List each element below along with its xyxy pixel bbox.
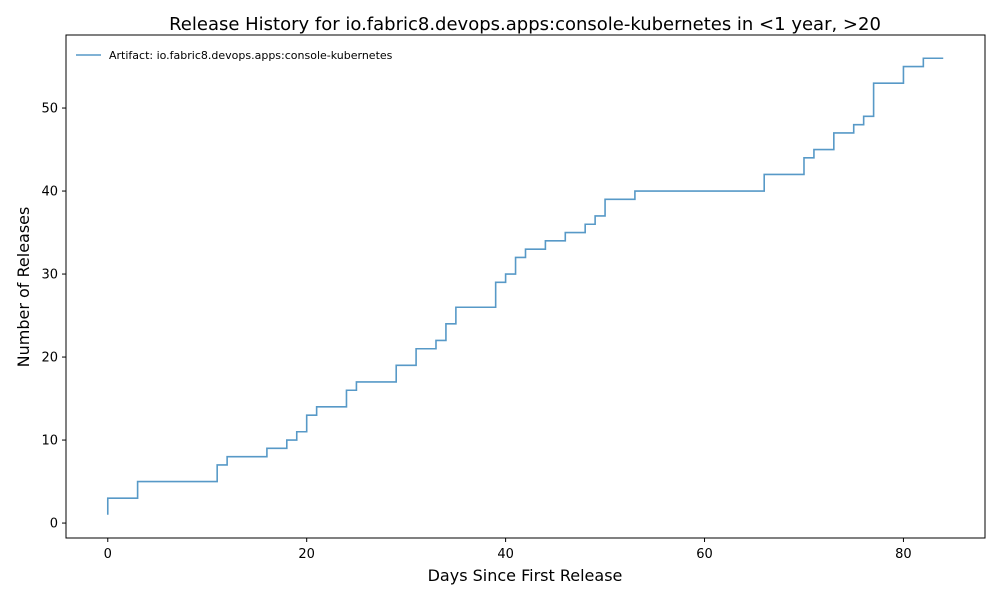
y-tick-label: 0 xyxy=(50,517,58,532)
plot-frame xyxy=(65,34,986,539)
legend-label: Artifact: io.fabric8.devops.apps:console… xyxy=(109,49,393,62)
series-step-line xyxy=(106,57,944,515)
y-axis-ticks: 0 10 20 30 40 50 xyxy=(41,102,66,532)
plot-area xyxy=(106,57,944,515)
y-tick-label: 50 xyxy=(41,102,58,117)
y-tick-label: 10 xyxy=(41,434,58,449)
x-axis-ticks: 0 20 40 60 80 xyxy=(104,538,912,562)
x-tick-label: 40 xyxy=(497,547,514,562)
x-tick-label: 0 xyxy=(104,547,112,562)
x-tick-label: 80 xyxy=(895,547,912,562)
x-tick-label: 60 xyxy=(696,547,713,562)
x-tick-label: 20 xyxy=(298,547,315,562)
y-axis-label: Number of Releases xyxy=(14,207,33,368)
chart-title: Release History for io.fabric8.devops.ap… xyxy=(169,14,881,35)
y-tick-label: 30 xyxy=(41,268,58,283)
legend: Artifact: io.fabric8.devops.apps:console… xyxy=(76,49,393,62)
y-tick-label: 40 xyxy=(41,185,58,200)
x-axis-label: Days Since First Release xyxy=(428,566,623,585)
y-tick-label: 20 xyxy=(41,351,58,366)
